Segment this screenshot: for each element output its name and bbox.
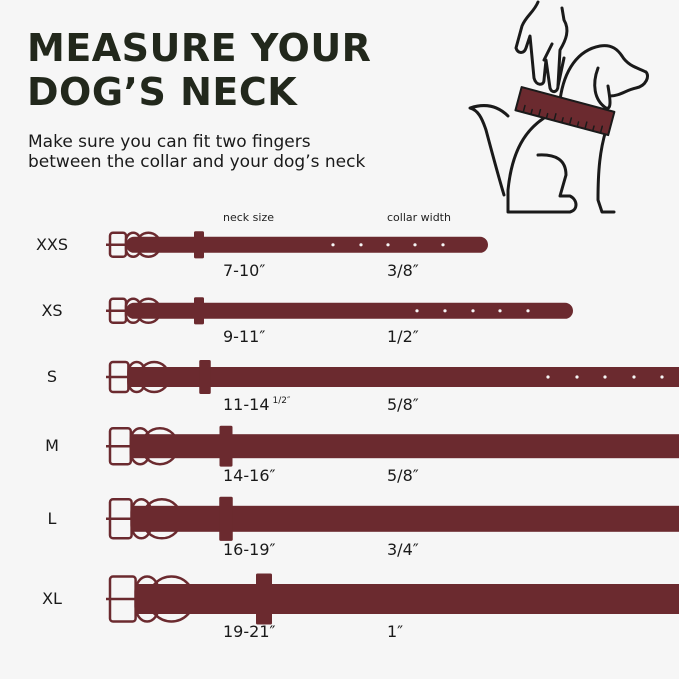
size-label: XS (41, 301, 63, 320)
keeper (194, 231, 204, 259)
page-title: MEASURE YOUR DOG’S NECK (27, 26, 371, 114)
strap-hole (575, 375, 579, 379)
strap-hole (441, 243, 445, 247)
collar-strap (131, 505, 679, 532)
neck-size-header: neck size (223, 211, 274, 224)
collar-strap (130, 433, 679, 458)
collar-width-value: 5/8″ (387, 395, 419, 414)
neck-size-text: 11-14 (223, 395, 270, 414)
neck-size-text: 14-16″ (223, 466, 276, 485)
subtitle: Make sure you can fit two fingers betwee… (28, 132, 365, 172)
hand-measuring-dog-neck-icon (468, 0, 650, 214)
subtitle-line-1: Make sure you can fit two fingers (28, 132, 311, 152)
size-label: S (46, 367, 58, 386)
title-line-1: MEASURE YOUR (27, 26, 372, 70)
keeper (199, 360, 211, 394)
size-label: XL (42, 589, 62, 608)
strap-hole (386, 243, 390, 247)
neck-size-value: 19-21″ (223, 622, 275, 641)
strap-hole (603, 375, 607, 379)
strap-hole (443, 309, 447, 313)
neck-size-value: 11-14 1/2″ (223, 395, 290, 414)
neck-size-value: 9-11″ (223, 327, 265, 346)
collar-l (106, 496, 679, 542)
strap-hole (546, 375, 550, 379)
keeper (256, 573, 272, 625)
collar-strap (126, 302, 573, 319)
neck-size-text: 16-19″ (223, 540, 276, 559)
collar-strap (126, 236, 488, 253)
neck-size-text: 7-10″ (223, 261, 266, 280)
collar-xxs (106, 231, 488, 259)
collar-width-value: 1″ (387, 622, 404, 641)
neck-size-value: 14-16″ (223, 466, 275, 485)
size-label: XXS (35, 235, 69, 254)
collar-width-value: 3/8″ (387, 261, 419, 280)
neck-size-fraction: 1/2″ (272, 396, 291, 406)
size-label: L (47, 509, 57, 528)
size-label: M (45, 436, 59, 455)
strap-hole (632, 375, 636, 379)
collar-strap (128, 367, 679, 387)
collar-strap (135, 584, 679, 614)
collar-xs (106, 297, 573, 325)
strap-hole (660, 375, 664, 379)
strap-hole (331, 243, 335, 247)
collar-width-value: 3/4″ (387, 540, 419, 559)
strap-hole (526, 309, 530, 313)
strap-hole (413, 243, 417, 247)
collar-s (106, 360, 679, 394)
neck-size-value: 16-19″ (223, 540, 275, 559)
collar-width-header: collar width (387, 211, 451, 224)
neck-size-value: 7-10″ (223, 261, 265, 280)
keeper (219, 425, 233, 467)
subtitle-line-2: between the collar and your dog’s neck (28, 152, 366, 172)
strap-hole (415, 309, 419, 313)
collar-width-value: 1/2″ (387, 327, 419, 346)
collar-width-value: 5/8″ (387, 466, 419, 485)
strap-hole (498, 309, 502, 313)
keeper (194, 297, 204, 325)
neck-size-text: 9-11″ (223, 327, 266, 346)
strap-hole (359, 243, 363, 247)
neck-size-text: 19-21″ (223, 622, 276, 641)
title-line-2: DOG’S NECK (27, 70, 298, 114)
collar-xl (106, 573, 679, 625)
keeper (219, 496, 233, 542)
collar-m (106, 425, 679, 467)
strap-hole (471, 309, 475, 313)
